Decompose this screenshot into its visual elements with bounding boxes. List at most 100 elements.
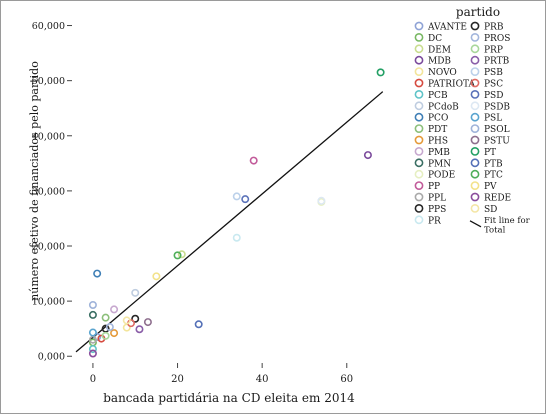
legend-marker-prtb xyxy=(470,55,480,65)
legend-marker-pv xyxy=(470,181,480,190)
data-points xyxy=(88,68,385,358)
legend-label-rede: REDE xyxy=(484,194,511,204)
point-ptb xyxy=(194,320,203,329)
y-axis-label: número efetivo de financiados pelo parti… xyxy=(28,61,41,301)
legend-label-sd: SD xyxy=(484,205,497,215)
legend-marker-avante xyxy=(414,21,424,31)
legend-marker-mdb xyxy=(414,55,424,65)
legend-label-dc: DC xyxy=(428,34,442,44)
legend-label-pmb: PMB xyxy=(428,148,450,158)
legend-marker-pt xyxy=(470,146,480,156)
legend-label-phs: PHS xyxy=(428,137,448,147)
point-dem xyxy=(177,250,186,259)
y-tick-label: 40,000 xyxy=(32,131,65,142)
point-pcdob xyxy=(131,288,140,297)
legend-marker-patriota xyxy=(414,78,424,88)
legend-label-pstu: PSTU xyxy=(484,137,510,147)
point-psb xyxy=(232,192,241,201)
point-pv xyxy=(152,272,161,281)
legend-marker-pmb xyxy=(414,146,424,156)
y-tick-label: 20,000 xyxy=(32,242,65,253)
point-prtb xyxy=(135,325,144,334)
point-pps xyxy=(131,314,140,323)
legend-marker-pros xyxy=(470,33,480,42)
legend-label-pv: PV xyxy=(484,182,497,192)
legend-marker-ptb xyxy=(470,158,480,168)
x-axis-label: bancada partidária na CD eleita em 2014 xyxy=(103,391,355,405)
legend-label-pp: PP xyxy=(428,182,440,192)
point-pros xyxy=(105,323,114,332)
point-pcb xyxy=(88,345,97,354)
legend-label-psl: PSL xyxy=(484,114,502,124)
x-tick-label: 60 xyxy=(340,374,353,385)
legend-marker-pdt xyxy=(414,124,424,133)
point-pmb xyxy=(110,305,119,314)
legend-marker-rede xyxy=(470,192,480,202)
y-tick-label: 0,000 xyxy=(38,352,65,363)
legend-label-psb: PSB xyxy=(484,68,503,78)
legend-label-pode: PODE xyxy=(428,171,455,181)
legend-marker-psd xyxy=(470,90,480,99)
legend-marker-phs xyxy=(414,135,424,145)
legend-marker-novo xyxy=(414,67,424,76)
legend-label-ptc: PTC xyxy=(484,171,503,181)
point-sd xyxy=(122,316,131,325)
legend-label-prp: PRP xyxy=(484,45,503,55)
legend-marker-prp xyxy=(470,44,480,54)
legend-label-pcdob: PCdoB xyxy=(428,102,459,112)
legend-label-pr: PR xyxy=(428,216,441,226)
point-phs xyxy=(110,329,119,338)
legend-label-pt: PT xyxy=(484,148,496,158)
axes: 0 20 40 60 0,000 10,000 20,000 30,000 40,000 50,0… xyxy=(32,21,353,385)
legend-label-psc: PSC xyxy=(484,80,503,90)
legend-label-patriota: PATRIOTA xyxy=(428,80,475,90)
point-pt xyxy=(376,68,385,77)
legend-label-mdb: MDB xyxy=(428,57,451,67)
legend-label-pco: PCO xyxy=(428,114,448,124)
legend-label-prtb: PRTB xyxy=(484,57,510,67)
legend-label-dem: DEM xyxy=(428,45,451,55)
legend-marker-pco xyxy=(414,112,424,122)
legend-label-pps: PPS xyxy=(428,205,446,215)
legend-fit-label: Total xyxy=(484,225,506,235)
legend-marker-psl xyxy=(470,112,480,122)
x-tick-label: 20 xyxy=(171,374,184,385)
x-tick-label: 40 xyxy=(256,374,269,385)
legend-marker-ppl xyxy=(414,192,424,202)
legend-title: partido xyxy=(456,5,500,19)
point-psol xyxy=(88,300,97,309)
legend-label-avante: AVANTE xyxy=(427,23,467,33)
legend-marker-pcb xyxy=(414,90,424,99)
x-tick-label: 0 xyxy=(90,374,96,385)
point-psl xyxy=(88,328,97,337)
y-tick-label: 30,000 xyxy=(32,186,65,197)
legend-label-psd: PSD xyxy=(484,91,503,101)
legend-label-pdt: PDT xyxy=(428,125,447,135)
legend-label-psdb: PSDB xyxy=(484,102,510,112)
legend-label-ppl: PPL xyxy=(428,194,446,204)
legend-label-pmn: PMN xyxy=(428,159,451,169)
point-psdb xyxy=(317,196,326,205)
legend-marker-pstu xyxy=(470,135,480,145)
legend-marker-ptc xyxy=(470,169,480,179)
point-ptc xyxy=(173,251,182,260)
point-mdb xyxy=(363,151,372,160)
point-pstu xyxy=(143,318,152,327)
point-pr xyxy=(232,233,241,242)
legend-marker-pcdob xyxy=(414,101,424,111)
legend-marker-pmn xyxy=(414,158,424,168)
legend-marker-sd xyxy=(470,203,480,213)
legend-label-pros: PROS xyxy=(484,34,510,44)
legend-marker-psb xyxy=(470,67,480,76)
point-pco xyxy=(93,269,102,278)
point-rede xyxy=(88,349,97,358)
y-tick-label: 60,000 xyxy=(32,21,65,32)
legend-marker-pode xyxy=(414,169,424,179)
legend-marker-prb xyxy=(470,21,480,31)
legend-label-prb: PRB xyxy=(484,23,504,33)
point-pdt xyxy=(101,313,110,322)
y-tick-label: 50,000 xyxy=(32,76,65,87)
